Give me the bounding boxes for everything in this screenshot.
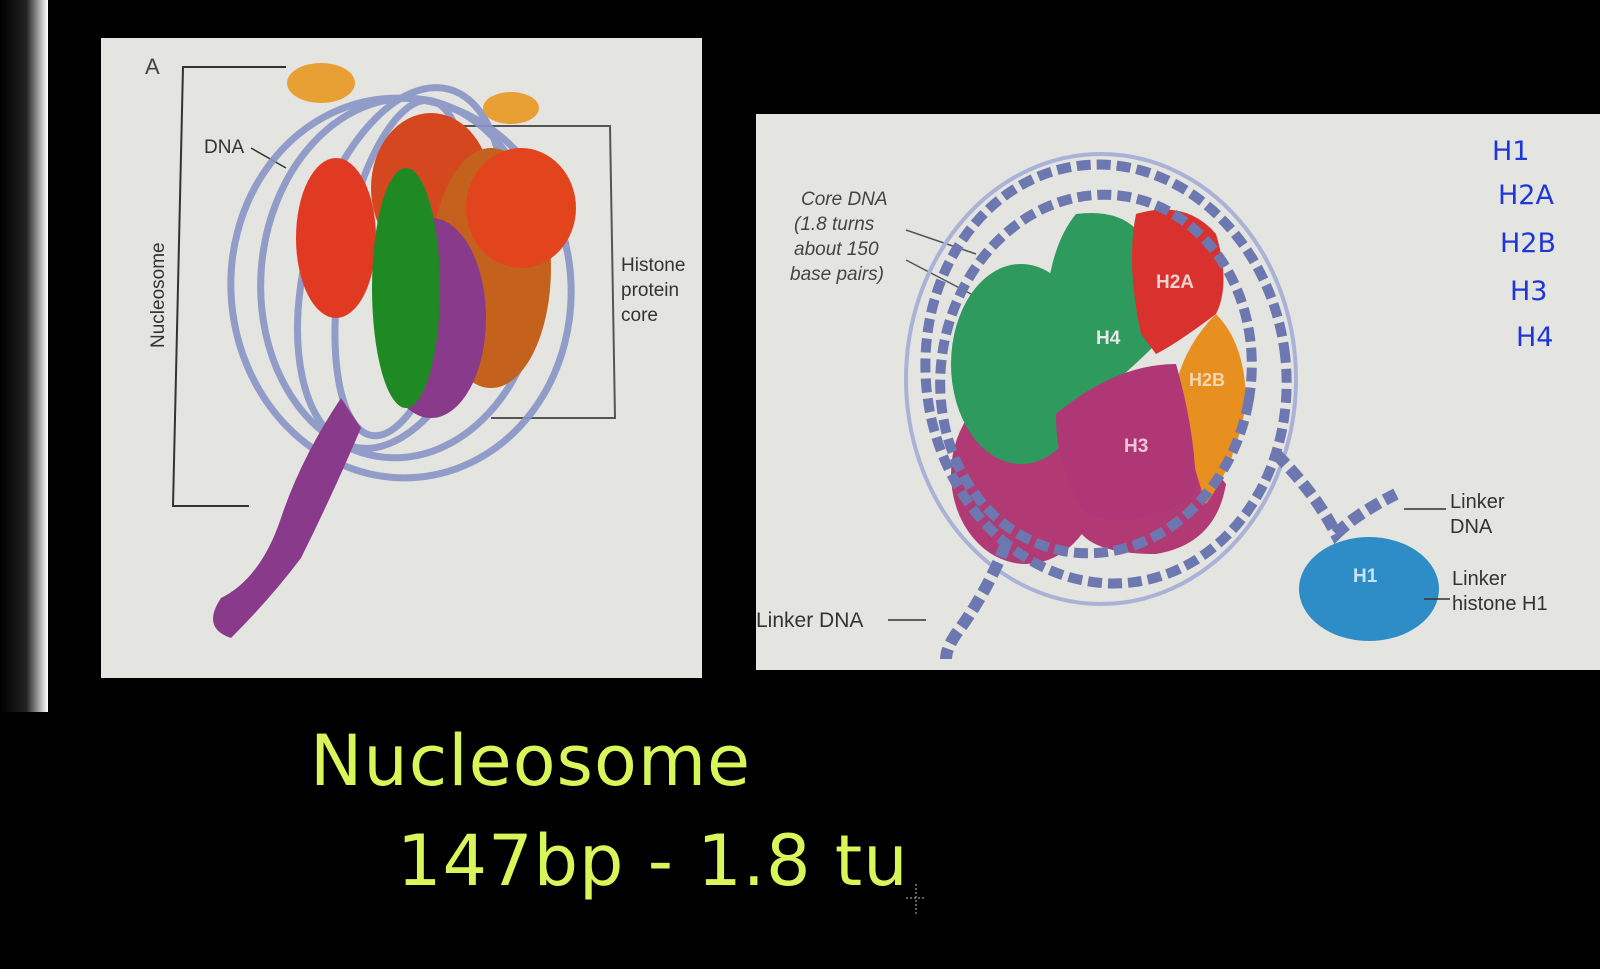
nucleosome-label: Nucleosome [148, 242, 169, 348]
core-dna-wrap [904, 152, 1298, 606]
nucleosome-structure-panel: A Nucleosome DNA Histone [101, 38, 702, 678]
histone-core-label: Histone protein core [621, 255, 691, 326]
core-dna-label: Core DNA (1.8 turns about 150 base pairs… [790, 189, 892, 285]
handwritten-h4: H4 [1516, 322, 1554, 353]
screen-edge [0, 0, 48, 712]
linker-histone-label: Linker histone H1 [1452, 568, 1548, 615]
handwritten-note: 147bp - 1.8 tu [397, 820, 909, 902]
handwritten-h1: H1 [1492, 136, 1530, 167]
linker-dna-right-strand [1271, 449, 1399, 545]
histone-octamer-diagram: Core DNA (1.8 turns about 150 base pairs… [756, 152, 1548, 660]
histone-h1-shape [1299, 537, 1439, 641]
h1-label: H1 [1353, 566, 1378, 587]
histone-h4-shape [1042, 213, 1156, 414]
dna-label: DNA [204, 137, 244, 158]
core-bracket [461, 125, 617, 419]
pen-cursor-icon [906, 884, 926, 914]
nucleosome-bracket [171, 66, 286, 507]
linker-dna-right-label: Linker DNA [1450, 491, 1510, 538]
linker-dna-left-strand [940, 541, 1012, 660]
nucleosome-structure-illustration: A Nucleosome DNA Histone [145, 54, 691, 638]
handwritten-h2b: H2B [1500, 228, 1557, 259]
histone-octamer [951, 209, 1246, 564]
handwritten-title: Nucleosome [310, 720, 752, 802]
core-dna-pointer [905, 229, 977, 255]
histone-h2a-shape [1132, 209, 1224, 354]
dna-pointer [250, 147, 287, 169]
h4-label: H4 [1096, 328, 1121, 349]
handwritten-h2a: H2A [1498, 180, 1554, 211]
h2b-label: H2B [1189, 370, 1225, 390]
histone-proteins [213, 63, 576, 638]
h2a-label: H2A [1156, 272, 1194, 293]
h3-label: H3 [1124, 436, 1148, 457]
histone-octamer-panel: Core DNA (1.8 turns about 150 base pairs… [756, 114, 1600, 670]
panel-letter: A [145, 54, 160, 79]
handwritten-h3: H3 [1510, 276, 1548, 307]
linker-dna-left-label: Linker DNA [756, 609, 863, 632]
